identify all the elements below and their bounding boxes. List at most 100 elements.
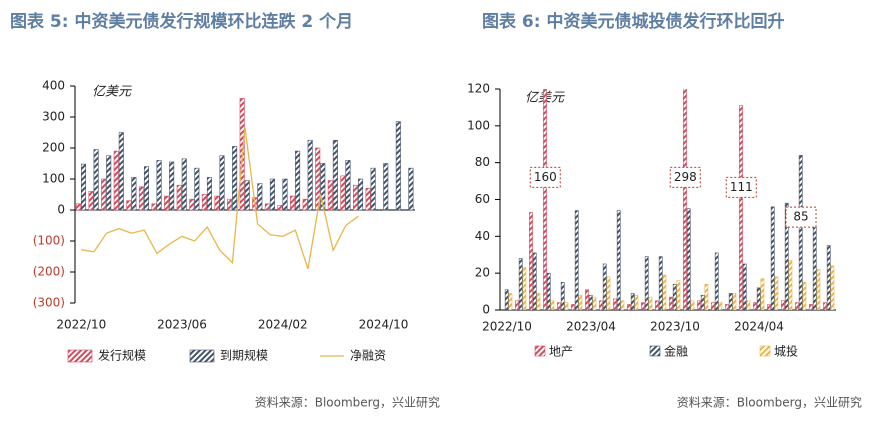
x-tick-label: 2023/04 [566,320,616,334]
bar [697,300,701,310]
bar [795,302,799,310]
bar [307,139,313,211]
bar [176,184,182,211]
legend-swatch [534,345,546,357]
bar [816,269,821,310]
legend-label: 城投 [774,344,798,359]
bar [630,293,635,310]
plot-area [75,98,414,270]
bar [760,278,765,310]
bar [550,300,555,310]
bar [327,180,333,211]
legend-label: 地产 [549,345,573,359]
bar [564,302,569,310]
x-tick-label: 2022/10 [482,320,532,334]
bar [648,296,653,310]
bar [543,89,547,310]
x-tick-label: 2023/06 [157,318,207,332]
unit-label: 亿美元 [92,85,132,100]
y-tick-label: 20 [475,266,490,280]
bar [340,175,346,211]
bar [365,188,371,211]
bar [809,304,813,310]
bar [277,205,283,211]
bar [560,282,565,310]
bar [644,256,649,310]
bar [156,160,162,211]
bar [358,178,364,211]
chart-title: 图表 6: 中资美元债城投债发行环比回升 [482,11,784,32]
y-tick-label: 0 [482,303,490,317]
bar [756,287,761,310]
bar [711,302,715,310]
bar [118,132,124,211]
x-tick-label: 2023/10 [650,320,700,334]
bar [529,212,533,310]
bar [774,276,779,310]
bar [770,206,775,310]
value-label-box [529,166,561,188]
y-tick-label: 300 [42,110,65,124]
bar [244,180,250,211]
y-tick-label: 200 [42,141,65,155]
y-tick-label: 40 [475,229,490,243]
bar [592,296,597,310]
line [81,127,359,270]
x-tick-label: 2022/10 [56,318,106,332]
bar [536,293,541,310]
bar [781,300,785,310]
source: 资料来源：Bloomberg，兴业研究 [677,395,862,410]
value-label: 111 [730,180,753,194]
bar [532,252,537,310]
bar [725,304,729,310]
bar [515,300,519,310]
bar [106,155,112,211]
bar [732,293,737,310]
bar [290,195,296,211]
bar [627,304,631,310]
bar [264,203,270,211]
bar [742,263,747,310]
bar [131,177,137,211]
bar [784,202,789,310]
y-tick-label: 400 [42,79,65,93]
x-tick-label: 2024/10 [359,318,409,332]
legend-label: 到期规模 [220,348,268,363]
bar [634,294,639,310]
bar [101,178,107,211]
legend-swatch [649,345,661,357]
value-label-box [725,176,757,198]
bar [143,166,149,211]
source: 资料来源：Bloomberg，兴业研究 [255,395,440,410]
bar [620,300,625,310]
x-tick-label: 2024/04 [734,320,784,334]
bar [690,300,695,310]
bar [788,259,793,310]
bar [214,195,220,211]
bar [151,203,157,211]
y-tick-label: 80 [475,155,490,169]
bar [606,276,611,310]
bar [686,208,691,310]
bar [700,294,705,310]
bar [189,198,195,211]
bar [557,302,561,310]
legend-swatch [189,349,215,363]
bar [164,195,170,211]
value-label: 160 [534,170,557,184]
bar [655,300,659,310]
bar [93,149,99,211]
bar [746,300,751,310]
bar [206,177,212,211]
bar [739,105,743,310]
bar [383,163,389,211]
bar [613,298,617,310]
bar [802,282,807,310]
bar [616,210,621,310]
bar [194,167,200,211]
bar [546,272,551,310]
legend-label: 发行规模 [98,348,146,363]
bar [269,178,275,211]
bar [138,186,144,211]
bar [728,293,733,310]
